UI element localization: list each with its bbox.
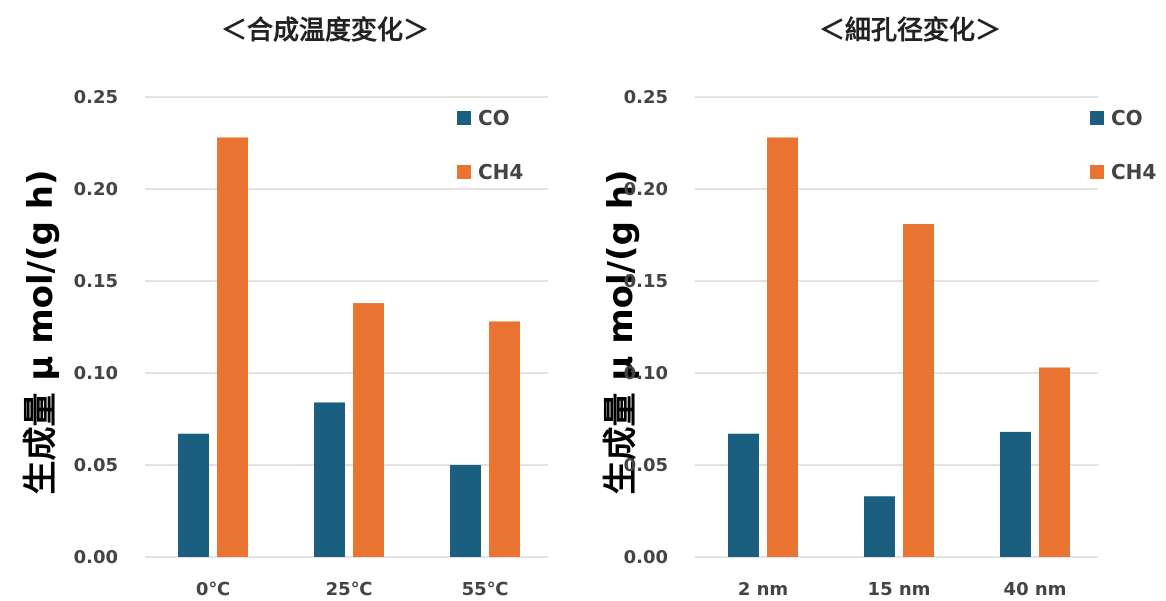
- bar-co: [864, 496, 895, 557]
- y-tick-label: 0.00: [74, 547, 118, 568]
- x-tick-label: 15 nm: [868, 579, 931, 600]
- chart-pore-size-svg: ＜細孔径変化＞ 生成量 μ mol/(g h) 0.00 0.05 0.10 0.15 0.…: [601, 15, 1156, 600]
- bar-ch4: [353, 303, 384, 557]
- legend-label-co: CO: [478, 106, 510, 130]
- chart-title: ＜細孔径変化＞: [819, 15, 1001, 46]
- legend-swatch-ch4: [1090, 165, 1104, 179]
- bar-co: [1000, 431, 1031, 557]
- bar-ch4: [489, 321, 520, 557]
- y-tick-label: 0.15: [74, 271, 118, 292]
- y-tick-label: 0.25: [624, 87, 668, 108]
- bar-ch4: [767, 137, 798, 558]
- x-tick-label: 0℃: [196, 579, 230, 600]
- bar-ch4: [1039, 367, 1070, 557]
- y-tick-label: 0.10: [74, 363, 118, 384]
- bar-ch4: [903, 223, 934, 557]
- y-axis-label: 生成量 μ mol/(g h): [21, 169, 61, 494]
- bar-co: [728, 433, 759, 557]
- x-tick-label: 40 nm: [1004, 579, 1067, 600]
- y-tick-label: 0.20: [624, 179, 668, 200]
- legend-label-ch4: CH4: [478, 160, 523, 184]
- y-tick-label: 0.10: [624, 363, 668, 384]
- chart-title: ＜合成温度変化＞: [221, 15, 429, 46]
- chart-pore-size: ＜細孔径変化＞ 生成量 μ mol/(g h) 0.00 0.05 0.10 0.15 0.…: [583, 0, 1166, 601]
- bar-ch4: [217, 137, 248, 558]
- chart-temperature: ＜合成温度変化＞ 生成量 μ mol/(g h) 0.00 0.05 0.10 0.15 0…: [21, 15, 548, 600]
- y-tick-label: 0.05: [74, 455, 118, 476]
- y-tick-label: 0.05: [624, 455, 668, 476]
- bar-co: [450, 465, 481, 557]
- y-tick-label: 0.20: [74, 179, 118, 200]
- x-tick-label: 25℃: [326, 579, 373, 600]
- x-tick-label: 2 nm: [738, 579, 788, 600]
- x-tick-label: 55℃: [462, 579, 509, 600]
- legend-swatch-co: [1090, 111, 1104, 125]
- y-tick-label: 0.15: [624, 271, 668, 292]
- bar-co: [178, 433, 209, 557]
- y-axis-label: 生成量 μ mol/(g h): [601, 169, 641, 494]
- y-tick-label: 0.25: [74, 87, 118, 108]
- legend-label-ch4: CH4: [1111, 160, 1156, 184]
- legend-swatch-ch4: [457, 165, 471, 179]
- legend-swatch-co: [457, 111, 471, 125]
- chart-temperature-svg: ＜合成温度変化＞ 生成量 μ mol/(g h) 0.00 0.05 0.10 0.15 0…: [21, 15, 548, 600]
- legend-label-co: CO: [1111, 106, 1143, 130]
- y-tick-label: 0.00: [624, 547, 668, 568]
- bar-co: [314, 402, 345, 557]
